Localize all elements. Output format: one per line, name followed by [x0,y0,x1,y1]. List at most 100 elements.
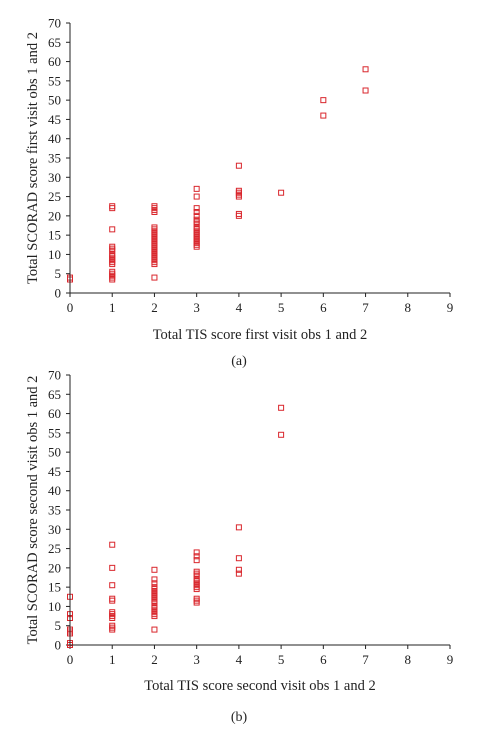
panel-a-data-point [109,203,116,210]
panel-a-x-axis-label: Total TIS score first visit obs 1 and 2 [153,327,368,343]
panel-b-x-tick-label: 8 [405,652,412,667]
panel-b-y-tick-label: 25 [48,541,61,556]
panel-b-data-point [151,626,158,633]
panel-b-data-point [193,570,200,577]
panel-a-y-tick-label: 45 [48,112,61,127]
panel-a-data-point [235,187,242,194]
panel-b-data-point [109,564,116,571]
panel-b-y-tick-label: 40 [48,483,61,498]
panel-a-x-tick-label: 1 [109,300,116,315]
panel-b-data-point [151,603,158,610]
panel-b-y-axis-label: Total SCORAD score second visit obs 1 an… [25,376,41,645]
panel-a-y-tick-label: 65 [48,35,61,50]
panel-a-x-tick-label: 5 [278,300,285,315]
panel-a-y-axis-label: Total SCORAD score first visit obs 1 and… [25,32,41,284]
panel-b-y-tick-label: 35 [48,503,61,518]
panel-b-points [67,404,285,648]
panel-b-y-tick-label: 20 [48,560,61,575]
panel-a-data-point [278,189,285,196]
panel-b-data-point [109,582,116,589]
panel-a-axes [69,23,450,294]
panel-b-data-point [278,431,285,438]
panel-a-y-tick-label: 20 [48,208,61,223]
panel-a-data-point [193,209,200,215]
panel-b-data-point [109,595,116,602]
panel-b-y-tick-label: 10 [48,599,61,614]
panel-b-y-tick-label: 45 [48,464,61,479]
panel-a-y-tick-label: 55 [48,73,61,88]
panel-a-data-point [109,205,116,212]
panel-a-data-point [151,203,158,210]
panel-a-x-tick-label: 6 [320,300,327,315]
panel-a-data-point [193,205,200,212]
panel-a-y-tick-label: 15 [48,228,61,243]
panel-b-data-point [193,553,200,560]
panel-b-x-tick-label: 1 [109,652,116,667]
panel-a-data-point [362,87,369,94]
panel-b-data-point [193,557,200,564]
panel-b-y-tick-label: 65 [48,387,61,402]
panel-a-data-point [193,185,200,192]
panel-a-y-tick-label: 35 [48,151,61,166]
panel-b-y-tick-label: 70 [48,368,61,383]
panel-b-data-point [193,568,200,575]
panel-a-points [67,66,369,283]
panel-b-data-point [109,622,116,629]
panel-b-y-tick-label: 60 [48,406,61,421]
panel-b-x-axis-label: Total TIS score second visit obs 1 and 2 [144,678,376,694]
panel-a-data-point [151,207,158,214]
panel-b-data-point [235,570,242,577]
panel-b-x-tick-label: 9 [447,652,454,667]
panel-b-label: (b) [231,710,248,725]
panel-b-data-point [235,566,242,573]
panel-a-x-tick-label: 0 [67,300,74,315]
panel-b-data-point [235,524,242,531]
panel-a-data-point [109,268,116,275]
panel-a-x-tick-label: 4 [236,300,243,315]
panel-a-data-point [193,224,200,231]
panel-b-data-point [109,541,116,548]
panel-b-x-tick-label: 3 [193,652,200,667]
panel-b-data-point [151,584,158,591]
panel-b-x-tick-label: 4 [236,652,243,667]
panel-b-y-tick-label: 5 [55,618,62,633]
panel-b-x-tick-label: 6 [320,652,327,667]
panel-a-data-point [235,210,242,217]
panel-b-y-tick-label: 55 [48,425,61,440]
panel-a-data-point [235,162,242,169]
panel-b-data-point [109,597,116,604]
panel-b-data-point [109,609,116,616]
panel-a-data-point [235,212,242,219]
panel-a-y-tick-label: 30 [48,170,61,185]
panel-b-y-tick-label: 50 [48,445,61,460]
panel-a-x-tick-label: 3 [193,300,200,315]
panel-b-data-point [109,624,116,631]
panel-b-y-tick-label: 0 [55,638,62,653]
panel-a-data-point [151,224,158,231]
panel-b-y-tick-label: 30 [48,522,61,537]
panel-a-data-point [109,243,116,250]
panel-a-data-point [109,251,116,258]
panel-a-y-tick-label: 40 [48,131,61,146]
panel-a-x-tick-label: 7 [362,300,369,315]
panel-a-data-point [151,274,158,281]
panel-a-data-point [109,226,116,233]
panel-a-data-point [109,245,116,252]
panel-a-y-tick-label: 0 [55,286,62,301]
panel-a-data-point [320,112,327,119]
panel-a-y-tick-label: 70 [48,16,61,31]
panel-b-axes [69,375,450,646]
panel-b-data-point [151,576,158,583]
panel-a-data-point [320,97,327,104]
panel-a-data-point [235,191,242,198]
panel-a-y-tick-label: 60 [48,54,61,69]
panel-b-data-point [193,597,200,604]
panel-a-y-tick-label: 50 [48,93,61,108]
panel-a-y-tick-label: 25 [48,189,61,204]
panel-a-data-point [362,66,369,73]
panel-b-x-tick-label: 7 [362,652,369,667]
panel-a-x-tick-label: 2 [151,300,158,315]
